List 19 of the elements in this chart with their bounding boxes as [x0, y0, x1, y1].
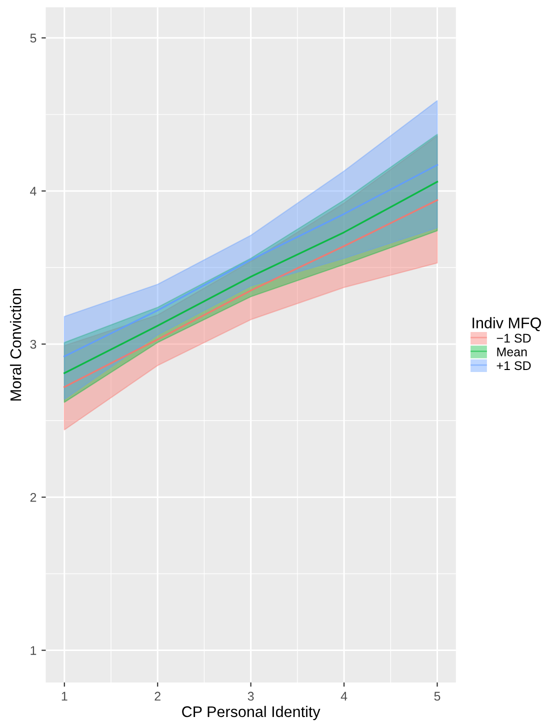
y-axis-title: Moral Conviction — [10, 288, 22, 400]
x-tick-label: 1 — [62, 692, 68, 701]
legend-label: −1 SD — [496, 334, 531, 343]
line-series — [64, 180, 438, 374]
x-axis-title: CP Personal Identity — [182, 706, 320, 720]
x-tick-label: 2 — [154, 692, 160, 701]
y-tick-label: 2 — [30, 492, 36, 502]
y-tick-label: 1 — [30, 646, 36, 655]
x-tick-label: 5 — [434, 692, 440, 701]
line-series — [64, 164, 438, 358]
y-tick-label: 5 — [30, 34, 36, 43]
x-tick-label: 3 — [248, 692, 254, 701]
y-tick-label: 4 — [30, 186, 36, 196]
legend-title: Indiv MFQ — [472, 317, 541, 332]
y-tick-label: 3 — [30, 340, 36, 349]
line-series — [64, 199, 438, 388]
legend-label: Mean — [497, 348, 527, 356]
x-tick-label: 4 — [340, 692, 348, 701]
legend-label: +1 SD — [496, 361, 531, 370]
